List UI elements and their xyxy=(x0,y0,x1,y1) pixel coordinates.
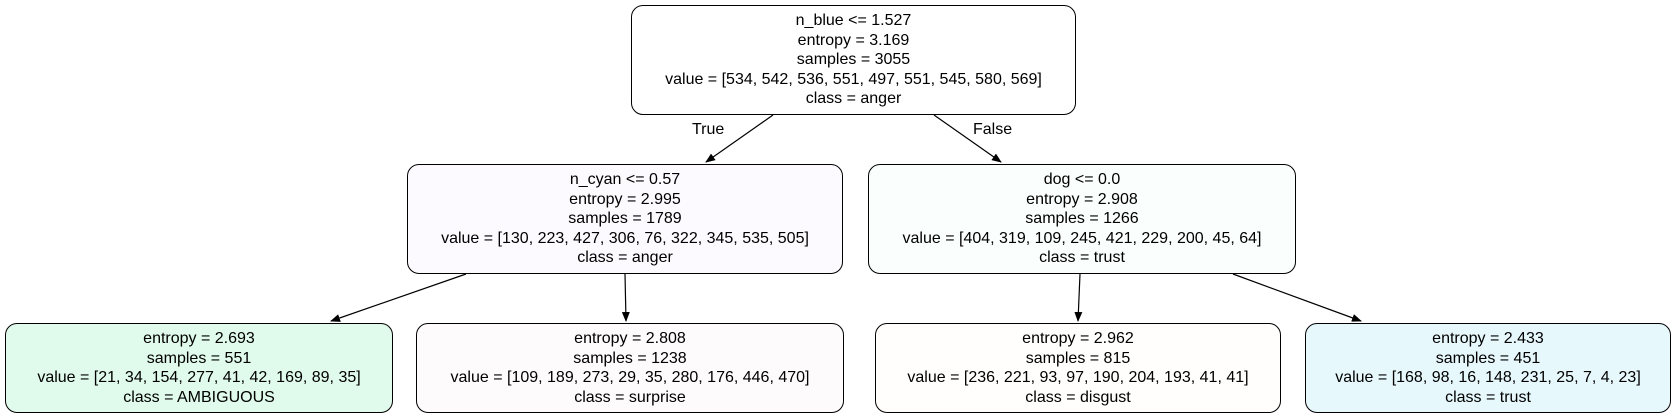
node-samples: samples = 1238 xyxy=(573,349,687,367)
node-samples: samples = 551 xyxy=(146,349,252,367)
node-entropy: entropy = 2.995 xyxy=(569,190,681,208)
tree-node-right: dog <= 0.0 entropy = 2.908 samples = 126… xyxy=(868,164,1296,274)
node-entropy: entropy = 2.908 xyxy=(1026,190,1138,208)
tree-leaf-left-left: entropy = 2.693 samples = 551 value = [2… xyxy=(5,323,393,413)
node-value: value = [534, 542, 536, 551, 497, 551, 5… xyxy=(665,70,1042,88)
node-class: class = surprise xyxy=(574,388,686,406)
node-class: class = anger xyxy=(805,90,902,108)
edge-label-false: False xyxy=(973,121,1013,138)
node-value: value = [236, 221, 93, 97, 190, 204, 193… xyxy=(907,369,1249,386)
node-class: class = trust xyxy=(1039,249,1125,267)
node-samples: samples = 3055 xyxy=(796,51,911,69)
node-class: class = disgust xyxy=(1025,388,1131,406)
node-entropy: entropy = 2.693 xyxy=(143,330,255,347)
node-class: class = AMBIGUOUS xyxy=(123,388,275,406)
node-entropy: entropy = 3.169 xyxy=(797,31,910,49)
node-samples: samples = 1789 xyxy=(568,210,682,228)
node-value: value = [404, 319, 109, 245, 421, 229, 2… xyxy=(902,229,1262,247)
edge-left-to-left-right xyxy=(621,273,630,322)
node-value: value = [21, 34, 154, 277, 41, 42, 169, … xyxy=(37,369,361,386)
node-class: class = trust xyxy=(1445,388,1531,406)
node-split-rule: n_cyan <= 0.57 xyxy=(569,171,681,189)
tree-leaf-right-left: entropy = 2.962 samples = 815 value = [2… xyxy=(875,323,1281,413)
node-split-rule: n_blue <= 1.527 xyxy=(795,12,912,30)
node-samples: samples = 815 xyxy=(1025,349,1131,367)
tree-leaf-right-right: entropy = 2.433 samples = 451 value = [1… xyxy=(1305,323,1671,413)
node-value: value = [130, 223, 427, 306, 76, 322, 34… xyxy=(441,229,809,247)
edge-root-to-right xyxy=(933,114,1002,163)
node-samples: samples = 1266 xyxy=(1025,210,1139,228)
node-value: value = [168, 98, 16, 148, 231, 25, 7, 4… xyxy=(1335,369,1641,386)
node-samples: samples = 451 xyxy=(1435,349,1541,367)
node-entropy: entropy = 2.962 xyxy=(1022,330,1134,347)
tree-node-left: n_cyan <= 0.57 entropy = 2.995 samples =… xyxy=(407,164,843,274)
tree-node-root: n_blue <= 1.527 entropy = 3.169 samples … xyxy=(631,5,1076,115)
edge-right-to-right-right xyxy=(1232,273,1362,322)
edge-label-true: True xyxy=(692,121,725,138)
node-class: class = anger xyxy=(577,249,673,267)
node-split-rule: dog <= 0.0 xyxy=(1043,171,1121,189)
edge-root-to-left xyxy=(705,114,774,163)
edge-left-to-left-left xyxy=(330,273,467,322)
node-entropy: entropy = 2.808 xyxy=(574,330,686,347)
node-entropy: entropy = 2.433 xyxy=(1432,330,1544,347)
tree-leaf-left-right: entropy = 2.808 samples = 1238 value = [… xyxy=(416,323,844,413)
edge-right-to-right-left xyxy=(1074,273,1083,322)
node-value: value = [109, 189, 273, 29, 35, 280, 176… xyxy=(450,369,810,386)
